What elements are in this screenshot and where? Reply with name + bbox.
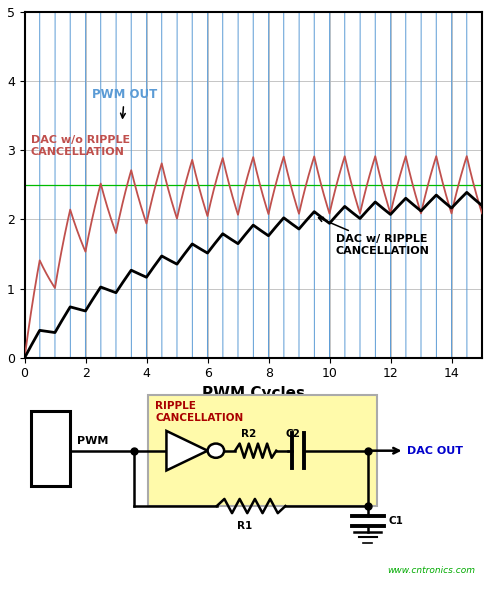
FancyBboxPatch shape	[148, 395, 377, 506]
Text: C1: C1	[388, 516, 403, 526]
Text: DAC w/o RIPPLE
CANCELLATION: DAC w/o RIPPLE CANCELLATION	[31, 135, 130, 157]
Text: C2: C2	[285, 429, 300, 439]
Y-axis label: VOLTS: VOLTS	[0, 158, 4, 211]
Text: R2: R2	[241, 429, 256, 439]
X-axis label: PWM Cycles: PWM Cycles	[202, 386, 305, 401]
Bar	[31, 411, 70, 487]
Text: DAC OUT: DAC OUT	[407, 446, 462, 456]
Text: www.cntronics.com: www.cntronics.com	[387, 566, 475, 575]
Circle shape	[208, 444, 224, 458]
Text: PWM OUT: PWM OUT	[92, 88, 157, 118]
Text: R1: R1	[237, 521, 252, 531]
Text: RIPPLE
CANCELLATION: RIPPLE CANCELLATION	[155, 401, 243, 423]
Polygon shape	[166, 431, 208, 471]
Text: DAC w/ RIPPLE
CANCELLATION: DAC w/ RIPPLE CANCELLATION	[318, 217, 430, 256]
Text: PWM: PWM	[77, 436, 109, 445]
